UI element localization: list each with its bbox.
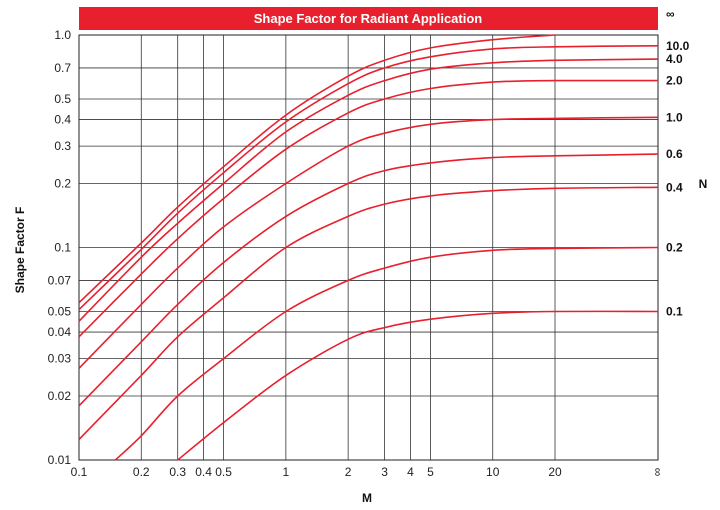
y-tick-label: 0.3 — [54, 139, 71, 153]
series-line — [78, 153, 659, 407]
x-tick-label: 0.1 — [71, 465, 88, 479]
series-line — [78, 186, 659, 440]
y-axis-label: Shape Factor F — [13, 207, 27, 294]
y-tick-label: 0.01 — [48, 453, 72, 467]
series-label: ∞ — [666, 7, 675, 21]
series-label: 10.0 — [666, 39, 690, 53]
legend-title: N — [699, 177, 708, 191]
y-tick-label: 0.04 — [48, 325, 72, 339]
x-tick-label: 20 — [548, 465, 562, 479]
y-tick-label: 0.5 — [54, 92, 71, 106]
y-tick-labels: 0.01 0.02 0.03 0.04 0.05 0.07 0.1 0.2 0.3 0.4 0.5 0… — [48, 28, 72, 467]
series-line — [78, 116, 659, 369]
series-label: 0.4 — [666, 180, 683, 194]
series-label: 2.0 — [666, 74, 683, 88]
series-lines — [78, 34, 659, 461]
x-tick-label: 0.5 — [215, 465, 232, 479]
y-tick-label: 0.7 — [54, 61, 71, 75]
series-line — [78, 45, 659, 311]
y-tick-label: 0.05 — [48, 304, 72, 318]
x-tick-labels: 0.1 0.2 0.3 0.4 0.5 1 2 3 4 5 10 20 ∞ — [71, 465, 665, 479]
series-label: 0.6 — [666, 147, 683, 161]
chart-title: Shape Factor for Radiant Application — [254, 11, 483, 26]
x-tick-label: 4 — [407, 465, 414, 479]
y-tick-label: 1.0 — [54, 28, 71, 42]
y-tick-label: 0.02 — [48, 389, 72, 403]
x-tick-label: 10 — [486, 465, 500, 479]
x-tick-label: 2 — [345, 465, 352, 479]
series-labels: ∞ 10.04.0 2.0 1.0 0.6 0.4 0.2 0.1 — [666, 7, 690, 318]
series-line — [177, 310, 659, 461]
x-tick-label: 0.3 — [169, 465, 186, 479]
series-line — [78, 58, 659, 322]
y-tick-label: 0.07 — [48, 273, 72, 287]
x-tick-label: 5 — [427, 465, 434, 479]
y-tick-label: 0.4 — [54, 113, 71, 127]
x-tick-label: 0.4 — [195, 465, 212, 479]
y-tick-label: 0.03 — [48, 352, 72, 366]
series-line — [114, 246, 659, 461]
x-tick-label: 1 — [283, 465, 290, 479]
x-tick-label: 0.2 — [133, 465, 150, 479]
series-line — [78, 34, 556, 304]
x-tick-label: ∞ — [651, 468, 665, 477]
series-label: 0.1 — [666, 304, 683, 318]
series-line — [78, 79, 659, 338]
x-axis-label: M — [362, 491, 372, 505]
series-label: 1.0 — [666, 110, 683, 124]
series-label: 4.0 — [666, 52, 683, 66]
y-tick-label: 0.2 — [54, 177, 71, 191]
title-bar — [79, 7, 658, 30]
x-tick-label: 3 — [381, 465, 388, 479]
series-label: 0.2 — [666, 241, 683, 255]
y-tick-label: 0.1 — [54, 241, 71, 255]
